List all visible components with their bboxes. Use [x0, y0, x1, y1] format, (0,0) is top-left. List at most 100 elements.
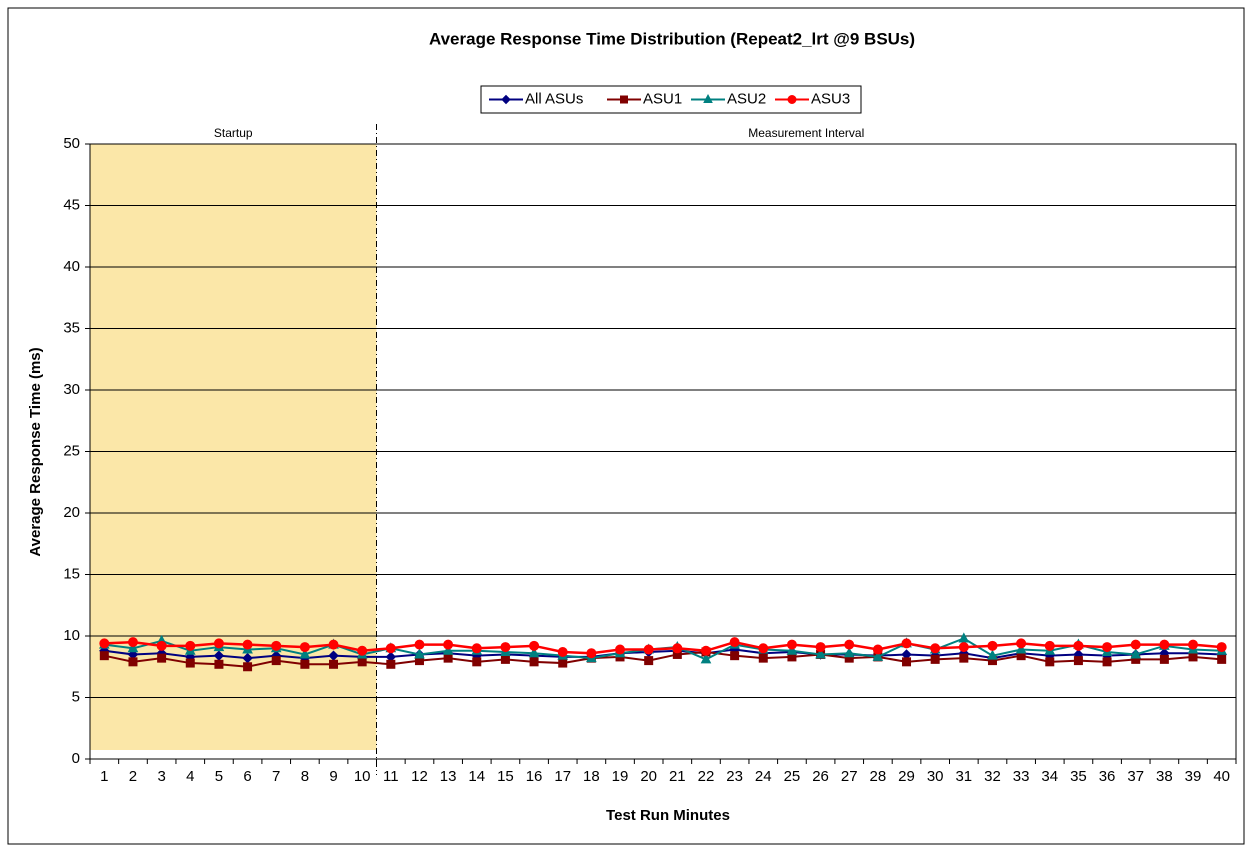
point: [128, 657, 138, 667]
point: [386, 659, 396, 669]
point: [930, 654, 940, 664]
y-tick-label: 40: [63, 258, 80, 275]
point: [1188, 652, 1198, 662]
point: [1045, 657, 1055, 667]
point: [902, 657, 912, 667]
point: [815, 642, 826, 653]
point: [500, 642, 511, 653]
x-tick-label: 24: [755, 768, 772, 785]
x-tick-label: 7: [272, 768, 280, 785]
x-tick-label: 6: [243, 768, 251, 785]
point: [385, 643, 396, 654]
x-tick-label: 37: [1127, 768, 1144, 785]
x-tick-label: 35: [1070, 768, 1087, 785]
point: [443, 639, 454, 650]
point: [700, 645, 711, 656]
x-tick-label: 4: [186, 768, 194, 785]
series-line: [104, 650, 1222, 668]
point: [815, 648, 826, 659]
x-tick-label: 20: [640, 768, 657, 785]
point: [472, 657, 482, 667]
point: [1044, 640, 1055, 651]
x-tick-label: 18: [583, 768, 600, 785]
point: [730, 651, 740, 661]
point: [901, 638, 912, 649]
point: [557, 646, 568, 657]
legend-label: All ASUs: [525, 90, 583, 107]
point: [729, 637, 740, 648]
x-tick-label: 29: [898, 768, 915, 785]
x-tick-label: 17: [554, 768, 571, 785]
legend-label: ASU3: [811, 90, 850, 107]
x-tick-label: 33: [1013, 768, 1030, 785]
point: [843, 647, 855, 658]
point: [786, 644, 798, 655]
point: [958, 632, 970, 643]
legend-marker: [787, 95, 797, 104]
x-tick-label: 3: [157, 768, 165, 785]
y-tick-label: 45: [63, 196, 80, 213]
x-tick-label: 40: [1213, 768, 1230, 785]
x-tick-label: 27: [841, 768, 858, 785]
point: [157, 653, 167, 663]
point: [300, 659, 310, 669]
point: [329, 659, 339, 669]
point: [930, 643, 941, 654]
x-tick-label: 32: [984, 768, 1001, 785]
x-tick-label: 26: [812, 768, 829, 785]
point: [644, 656, 654, 666]
point: [786, 639, 797, 650]
legend: All ASUs ASU1 ASU2 ASU3: [480, 85, 862, 114]
point: [1188, 639, 1199, 650]
point: [558, 658, 568, 668]
series-line: [104, 640, 1222, 655]
x-tick-label: 9: [329, 768, 337, 785]
point: [242, 639, 253, 650]
point: [1216, 642, 1227, 653]
point: [529, 657, 539, 667]
point: [443, 653, 453, 663]
y-tick-label: 35: [63, 319, 80, 336]
point: [127, 642, 139, 653]
point: [299, 648, 311, 659]
point: [328, 639, 339, 650]
point: [1217, 654, 1227, 664]
point: [127, 637, 138, 648]
y-tick-label: 10: [63, 627, 80, 644]
point: [987, 640, 998, 651]
x-tick-label: 34: [1041, 768, 1058, 785]
x-tick-label: 14: [468, 768, 485, 785]
x-tick-label: 2: [129, 768, 137, 785]
x-tick-label: 28: [870, 768, 887, 785]
legend-label: ASU1: [643, 90, 682, 107]
x-tick-label: 38: [1156, 768, 1173, 785]
point: [500, 654, 510, 664]
point: [700, 653, 712, 664]
point: [243, 662, 253, 672]
point: [758, 643, 769, 654]
point: [1073, 640, 1084, 651]
point: [1102, 642, 1113, 653]
x-tick-label: 5: [215, 768, 223, 785]
point: [872, 644, 883, 655]
point: [213, 638, 224, 649]
y-tick-label: 5: [72, 688, 80, 705]
point: [987, 649, 998, 660]
chart-title: Average Response Time Distribution (Repe…: [429, 29, 915, 48]
point: [185, 658, 195, 668]
y-tick-label: 25: [63, 442, 80, 459]
point: [529, 640, 540, 651]
x-tick-label: 13: [440, 768, 457, 785]
point: [959, 653, 969, 663]
y-tick-label: 0: [72, 750, 80, 767]
x-tick-label: 36: [1099, 768, 1116, 785]
x-tick-label: 12: [411, 768, 428, 785]
x-tick-label: 25: [784, 768, 801, 785]
point: [872, 650, 884, 661]
point: [1015, 643, 1027, 654]
x-tick-label: 23: [726, 768, 743, 785]
y-tick-label: 50: [63, 135, 80, 152]
legend-marker: [620, 95, 628, 104]
point: [156, 640, 167, 651]
